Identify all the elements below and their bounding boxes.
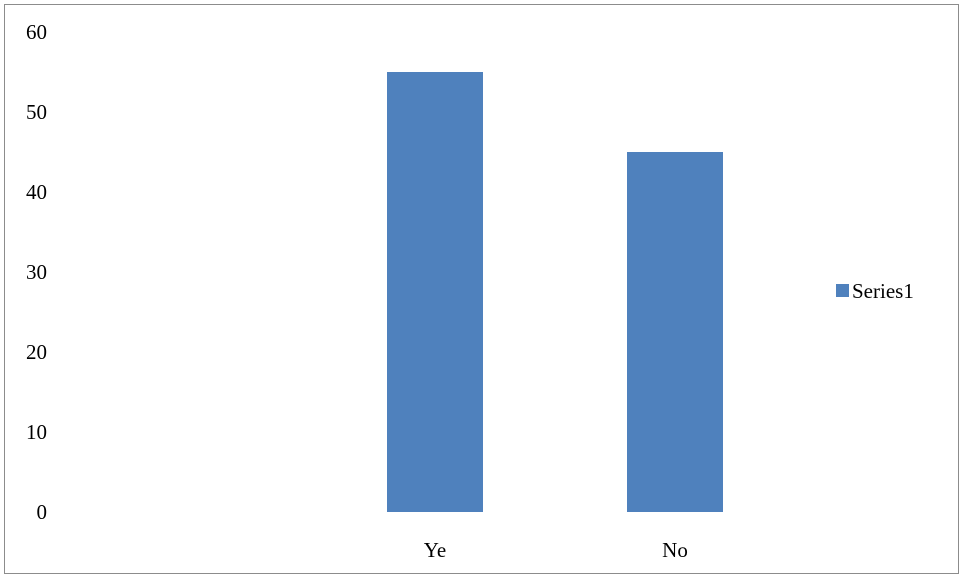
y-tick-label: 40: [26, 180, 47, 204]
bars: [387, 72, 723, 512]
legend: Series1: [836, 279, 914, 303]
x-axis-labels: Ye No: [424, 538, 688, 562]
y-tick-label: 20: [26, 340, 47, 364]
bar-ye: [387, 72, 483, 512]
y-tick-label: 60: [26, 20, 47, 44]
x-tick-label: No: [662, 538, 688, 562]
legend-label: Series1: [852, 279, 914, 303]
y-tick-label: 10: [26, 420, 47, 444]
y-tick-label: 0: [37, 500, 48, 524]
bar-no: [627, 152, 723, 512]
y-axis-ticks: 0 10 20 30 40 50 60: [26, 20, 47, 524]
y-tick-label: 50: [26, 100, 47, 124]
x-tick-label: Ye: [424, 538, 446, 562]
legend-swatch: [836, 284, 849, 297]
y-tick-label: 30: [26, 260, 47, 284]
